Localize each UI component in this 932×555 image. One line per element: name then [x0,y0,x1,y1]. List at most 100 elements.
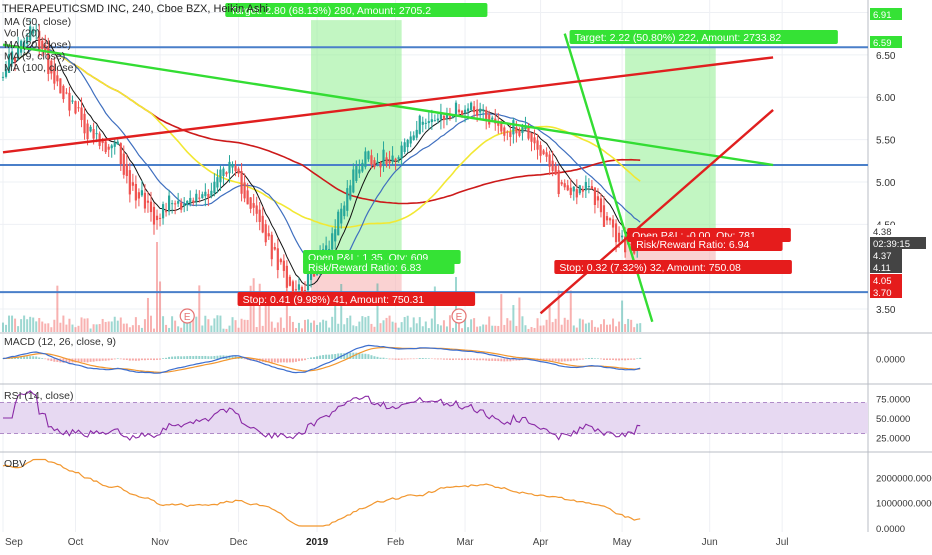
macd-histogram-bar [602,358,605,360]
volume-bar [539,325,542,332]
candle-body [41,40,44,49]
macd-histogram-bar [32,356,35,359]
candle-body [183,203,186,207]
rsi-title: RSI (14, close) [4,390,73,402]
volume-bar [633,327,636,332]
macd-histogram-bar [68,358,71,363]
macd-histogram-bar [624,358,627,361]
candle-body [608,218,612,221]
macd-histogram-bar [313,357,316,359]
macd-histogram-bar [343,353,346,359]
candle-body [343,205,346,217]
volume-bar [569,290,572,332]
price-tick-label: 5.00 [876,178,896,189]
candle-body [575,189,578,198]
volume-bar [554,318,557,332]
macd-histogram-bar [379,357,382,359]
volume-bar [113,316,116,332]
indicator-legend-3: MA (20, close) [4,39,71,51]
volume-bar [264,301,267,332]
volume-bar [207,319,210,332]
candle-body [110,145,113,149]
macd-histogram-bar [636,358,639,359]
price-badge-8-box [870,286,902,298]
volume-bar [491,325,494,332]
candle-body [418,115,421,134]
macd-histogram-bar [445,358,448,360]
volume-bar [156,242,159,332]
candle-body [246,190,249,205]
macd-histogram-bar [44,358,47,360]
volume-bar [74,327,77,332]
macd-histogram-bar [403,358,406,360]
volume-bar [403,317,406,332]
volume-bar [563,317,566,332]
macd-histogram-bar [252,358,255,361]
macd-histogram-bar [512,358,515,361]
volume-bar [618,321,621,332]
volume-bar [282,327,285,332]
candle-body [285,265,288,288]
volume-bar [548,304,551,332]
price-badge-4: 02:39:15 [873,239,910,250]
macd-histogram-bar [288,358,291,363]
candle-body [38,30,41,51]
volume-bar [20,319,23,332]
indicator-legend-1: MA (50, close) [4,16,71,28]
macd-histogram-bar [131,358,134,361]
candle-body [168,195,171,212]
macd-histogram-bar [143,358,146,361]
candle-body [551,160,554,171]
volume-bar [186,317,189,332]
volume-bar [621,300,624,332]
macd-histogram-bar [128,358,131,361]
candle-body [125,164,128,177]
candle-body [243,182,246,199]
volume-bar [584,323,587,332]
candle-body [337,211,340,236]
candle-body [13,57,17,62]
candle-body [288,276,291,286]
volume-bar [297,322,300,332]
candle-body [349,185,352,200]
candle-body [596,196,600,201]
volume-bar [566,319,569,332]
macd-histogram-bar [307,358,310,359]
target-label-2: Target: 2.22 (50.80%) 222, Amount: 2733.… [575,32,782,44]
macd-histogram-bar [219,355,222,359]
volume-bar [119,317,122,332]
candle-body [445,114,449,118]
volume-bar [53,319,56,332]
symbol-title: THERAPEUTICSMD INC, 240, Cboe BZX, Heiki… [2,3,268,15]
macd-histogram-bar [485,358,488,361]
volume-bar [612,318,615,332]
volume-bar [316,324,319,332]
macd-histogram-bar [494,358,497,361]
volume-bar [542,325,545,332]
candle-body [143,192,147,209]
macd-histogram-bar [231,355,234,359]
macd-histogram-bar [630,358,633,360]
candle-body [303,289,307,291]
price-badge-3: 4.38 [873,227,892,238]
volume-bar [325,320,328,332]
volume-bar [364,317,367,332]
macd-histogram-bar [621,358,624,361]
candle-body [427,121,430,124]
volume-bar [267,305,270,332]
candle-body [312,272,316,277]
macd-histogram-bar [415,358,418,360]
earnings-marker-text-2: E [456,312,463,323]
candle-body [294,289,298,291]
macd-histogram-bar [273,358,276,363]
candle-body [436,118,439,121]
volume-bar [328,327,331,332]
volume-bar [95,324,98,332]
candle-body [605,216,609,221]
macd-histogram-bar [560,358,563,362]
volume-bar [273,327,276,332]
volume-bar [415,323,418,332]
candle-body [621,235,624,238]
